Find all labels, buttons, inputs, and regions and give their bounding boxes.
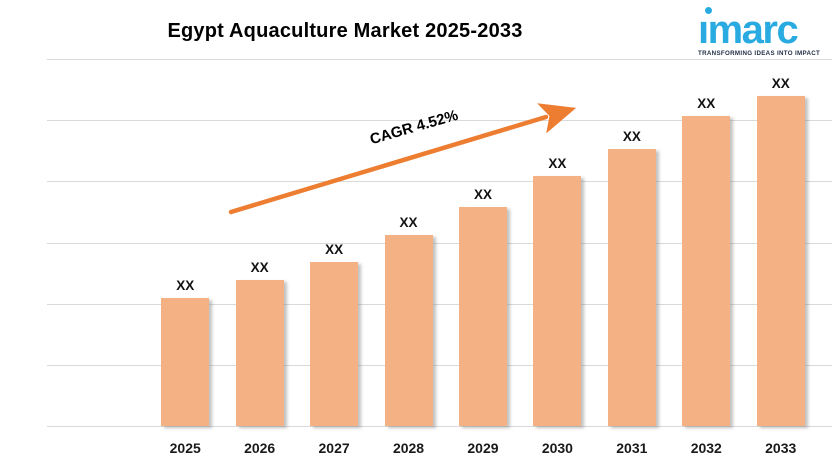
bar-slot-2027: XX: [297, 60, 371, 426]
bar-slot-2031: XX: [595, 60, 669, 426]
bar-value-label-2026: XX: [250, 260, 269, 275]
bar-row: XX XX XX XX XX XX XX XX XX: [148, 60, 818, 426]
bar-slot-2032: XX: [669, 60, 743, 426]
logo-dot-icon: [705, 7, 712, 14]
x-axis-label-2026: 2026: [244, 440, 276, 456]
bar-value-label-2028: XX: [399, 215, 418, 230]
gridline: [47, 243, 832, 244]
bar-2025: [161, 298, 210, 426]
x-axis-label-2025: 2025: [169, 440, 201, 456]
bar-slot-2026: XX: [222, 60, 296, 426]
bar-slot-2028: XX: [371, 60, 445, 426]
bar-value-label-2031: XX: [622, 129, 641, 144]
x-axis-labels: 2025 2026 2027 2028 2029 2030 2031 2032 2033: [148, 440, 818, 456]
logo-tagline: TRANSFORMING IDEAS INTO IMPACT: [698, 49, 821, 57]
bar-2033: [756, 96, 805, 426]
bar-2027: [310, 262, 359, 426]
gridline: [47, 304, 832, 305]
bar-value-label-2029: XX: [473, 187, 492, 202]
x-axis-label-2030: 2030: [541, 440, 573, 456]
bar-2028: [384, 235, 433, 426]
bar-2032: [682, 116, 731, 426]
x-axis-label-2027: 2027: [318, 440, 350, 456]
bar-2026: [235, 280, 284, 426]
gridline: [47, 365, 832, 366]
bar-value-label-2033: XX: [771, 76, 790, 91]
bar-2029: [458, 207, 507, 426]
logo-brand-text: ımarc: [698, 8, 799, 52]
bar-value-label-2030: XX: [548, 156, 567, 171]
gridline: [47, 59, 832, 60]
x-axis-label-2031: 2031: [616, 440, 648, 456]
bar-value-label-2032: XX: [697, 96, 716, 111]
x-axis-label-2033: 2033: [765, 440, 797, 456]
gridline: [47, 426, 832, 427]
x-axis-label-2032: 2032: [690, 440, 722, 456]
bar-slot-2033: XX: [744, 60, 818, 426]
bar-value-label-2025: XX: [176, 278, 195, 293]
bar-value-label-2027: XX: [325, 242, 344, 257]
x-axis-label-2028: 2028: [392, 440, 425, 456]
bar-2030: [533, 176, 582, 426]
bar-slot-2025: XX: [148, 60, 222, 426]
x-axis-label-2029: 2029: [467, 440, 499, 456]
chart-title: Egypt Aquaculture Market 2025-2033: [167, 20, 523, 42]
bar-2031: [607, 149, 656, 426]
bar-slot-2030: XX: [520, 60, 594, 426]
plot-area: XX XX XX XX XX XX XX XX XX: [47, 59, 832, 427]
imarc-logo: ımarc TRANSFORMING IDEAS INTO IMPACT: [698, 4, 820, 57]
